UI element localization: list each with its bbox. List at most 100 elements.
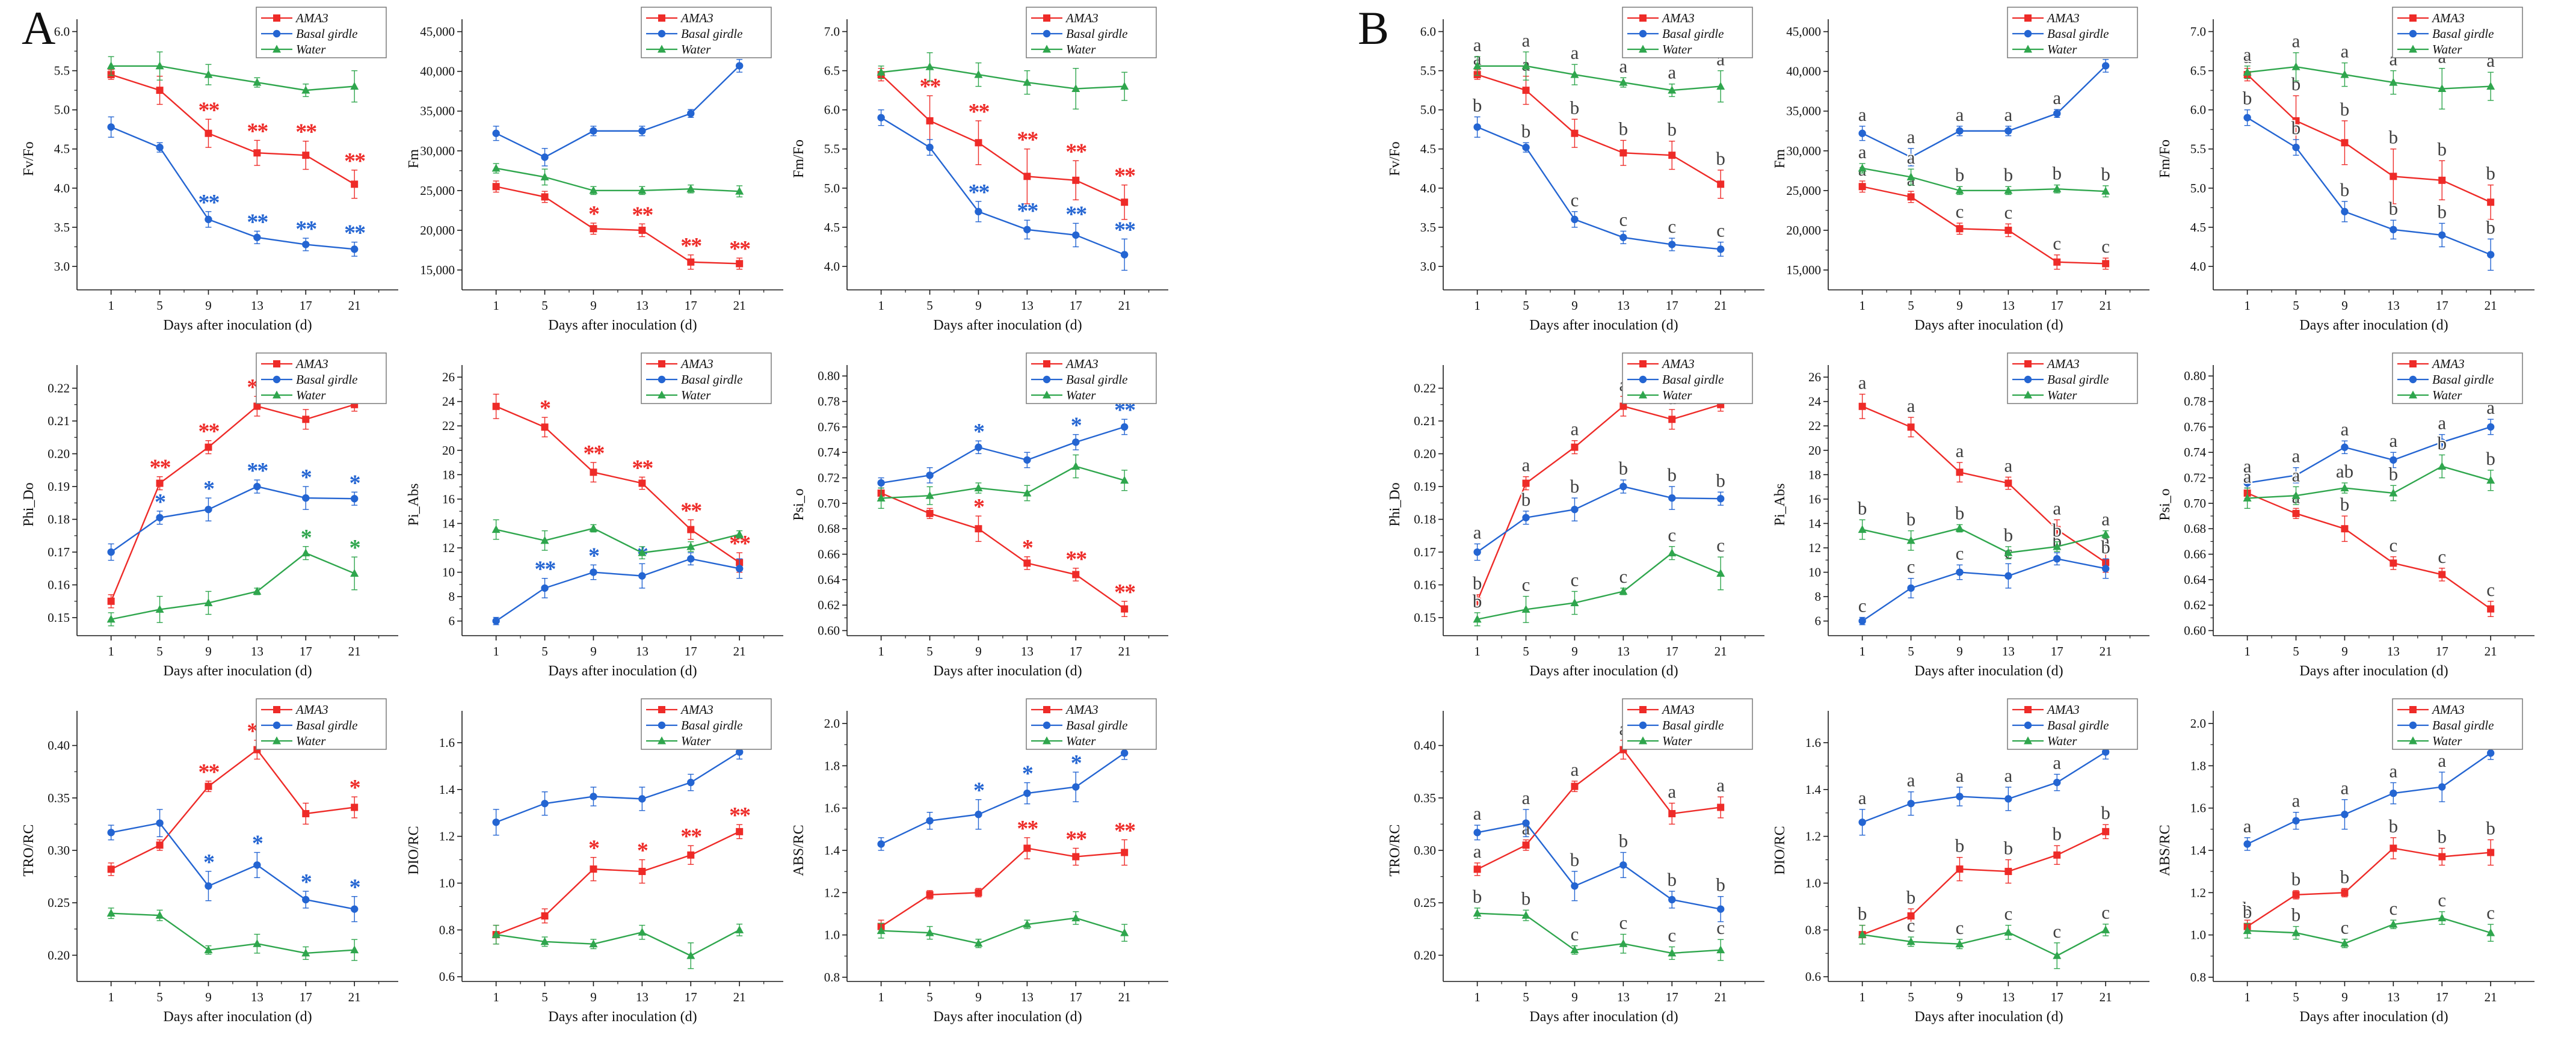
- axes: [76, 19, 398, 290]
- y-tick-label: 0.25: [1414, 895, 1436, 910]
- series-line: [1862, 405, 2106, 563]
- significance-letter: a: [2292, 446, 2300, 467]
- series-line: [881, 917, 1125, 944]
- y-tick-label: 0.72: [818, 471, 840, 485]
- x-axis-title: Days after inoculation (d): [933, 318, 1082, 333]
- y-axis-title: Fm/Fo: [2157, 140, 2173, 178]
- x-axis-title: Days after inoculation (d): [548, 663, 697, 679]
- significance-letter: a: [1907, 395, 1915, 416]
- chart-fvfo: 3.0 3.5 4.0 4.5 5.0 5.5 6.0 1 5 9 13 17 21 Days after…: [1387, 7, 1764, 333]
- y-tick-label: 45,000: [1786, 25, 1821, 39]
- x-tick-label: 17: [1666, 644, 1678, 659]
- y-axis-ticks: 4.0 4.5 5.0 5.5 6.0 6.5 7.0: [2190, 25, 2213, 274]
- significance-star: *: [203, 850, 214, 875]
- data-point-marker: [253, 482, 261, 491]
- data-point-marker: [735, 925, 744, 933]
- x-tick-label: 21: [733, 990, 746, 1004]
- y-axis-ticks: 6 8 10 12 14 16 18 20 22 24 26: [1808, 370, 1828, 628]
- data-point-marker: [975, 207, 982, 216]
- significance-star: **: [150, 455, 171, 481]
- series-line: [2247, 66, 2491, 90]
- data-point-marker: [1956, 127, 1964, 135]
- series-line: [496, 186, 740, 265]
- x-tick-label: 5: [2293, 644, 2299, 659]
- significance-letter: b: [1716, 470, 1725, 491]
- x-axis-ticks: 1 5 9 13 17 21: [108, 290, 380, 313]
- data-point-marker: [974, 70, 983, 78]
- significance-star: **: [680, 233, 701, 259]
- data-point-marker: [1570, 70, 1579, 78]
- x-tick-label: 13: [1617, 990, 1630, 1004]
- x-tick-label: 17: [1070, 644, 1082, 659]
- data-point-marker: [106, 61, 116, 70]
- significance-letter: c: [1619, 566, 1627, 587]
- legend-label-ama3: AMA3: [1065, 11, 1098, 25]
- significance-letter: c: [2101, 902, 2110, 923]
- significance-letter: c: [1571, 189, 1579, 210]
- series-line: [880, 847, 1125, 927]
- significance-star: **: [1065, 547, 1086, 572]
- series-line: [1477, 822, 1721, 910]
- y-tick-label: 6.0: [824, 103, 840, 117]
- y-axis-ticks: 0.20 0.25 0.30 0.35 0.40: [1414, 739, 1443, 962]
- series-line: [2246, 74, 2491, 203]
- data-point-marker: [877, 493, 886, 502]
- significance-letter: b: [2243, 898, 2252, 919]
- data-point-marker: [2438, 853, 2446, 861]
- data-point-marker: [589, 524, 598, 532]
- data-point-marker: [2292, 117, 2300, 124]
- y-tick-label: 5.0: [2190, 181, 2206, 195]
- x-tick-label: 13: [636, 298, 649, 313]
- significance-letter: c: [2004, 903, 2012, 924]
- y-tick-label: 6.0: [54, 25, 70, 39]
- data-point-marker: [1571, 215, 1579, 224]
- significance-letter: b: [2486, 216, 2495, 238]
- y-tick-label: 4.0: [824, 259, 840, 274]
- data-point-marker: [926, 509, 934, 517]
- y-axis-ticks: 0.8 1.0 1.2 1.4 1.6 1.8 2.0: [824, 716, 847, 984]
- significance-letter: b: [2004, 164, 2014, 185]
- axes: [846, 19, 1168, 290]
- x-tick-label: 21: [1715, 298, 1727, 313]
- significance-letter: c: [2486, 902, 2495, 923]
- data-point-marker: [2004, 927, 2013, 936]
- data-point-marker: [1023, 559, 1031, 567]
- x-tick-label: 5: [926, 990, 933, 1004]
- data-point-marker: [107, 123, 115, 131]
- series-line: [1862, 527, 2106, 554]
- data-point-marker: [590, 127, 597, 135]
- data-point-marker: [2340, 70, 2349, 78]
- data-point-marker: [590, 793, 597, 800]
- data-point-marker: [590, 468, 597, 476]
- x-axis-title: Days after inoculation (d): [1529, 663, 1678, 679]
- y-tick-label: 25,000: [1786, 183, 1821, 198]
- series-ama3: ******: [492, 803, 751, 945]
- significance-star: **: [680, 824, 701, 849]
- significance-letter: b: [2101, 802, 2110, 823]
- x-axis-title: Days after inoculation (d): [1529, 1009, 1678, 1025]
- x-tick-label: 5: [156, 298, 163, 313]
- significance-star: **: [680, 498, 701, 523]
- legend-label-ama3: AMA3: [2431, 11, 2465, 25]
- y-tick-label: 22: [442, 419, 455, 433]
- data-point-marker: [1858, 525, 1867, 533]
- x-axis-ticks: 1 5 9 13 17 21: [493, 636, 765, 659]
- x-tick-label: 13: [2387, 644, 2400, 659]
- data-point-marker: [1043, 29, 1051, 38]
- significance-star: **: [1065, 139, 1086, 164]
- data-point-marker: [2101, 186, 2110, 195]
- x-tick-label: 5: [1908, 990, 1914, 1004]
- series-line: [496, 65, 741, 158]
- data-point-marker: [925, 928, 934, 936]
- legend-label-ama3: AMA3: [1661, 11, 1695, 25]
- x-tick-label: 13: [1021, 990, 1034, 1004]
- x-tick-label: 1: [493, 298, 499, 313]
- data-point-marker: [253, 233, 261, 241]
- data-point-marker: [2486, 928, 2495, 936]
- data-point-marker: [2390, 173, 2397, 180]
- data-point-marker: [491, 525, 501, 533]
- legend-label-basal_girdle: Basal girdle: [296, 718, 357, 732]
- x-tick-label: 13: [1617, 644, 1630, 659]
- data-point-marker: [2024, 706, 2032, 713]
- data-point-marker: [106, 615, 116, 623]
